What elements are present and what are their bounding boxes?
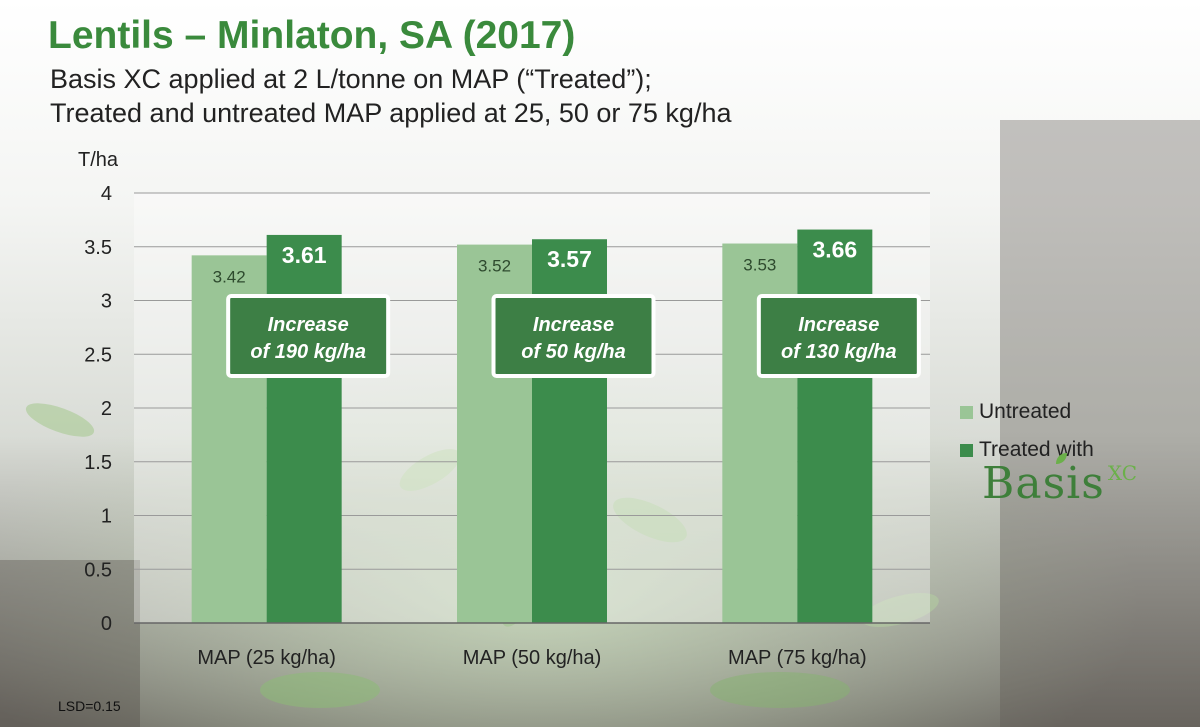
y-tick-label: 2.5: [84, 344, 112, 366]
increase-callout-line1: Increase: [798, 314, 879, 336]
x-category-label: MAP (75 kg/ha): [728, 647, 867, 669]
increase-callout-line2: of 130 kg/ha: [781, 341, 897, 363]
data-label-untreated: 3.52: [478, 257, 511, 276]
y-tick-label: 4: [101, 183, 112, 205]
y-tick-label: 0: [101, 613, 112, 635]
bar-treated: [266, 234, 342, 624]
x-category-label: MAP (50 kg/ha): [463, 647, 602, 669]
legend-swatch-untreated: [960, 405, 973, 419]
legend-label-untreated: Untreated: [979, 400, 1072, 423]
y-tick-label: 3: [101, 291, 112, 313]
y-tick-label: 1.5: [84, 452, 112, 474]
data-label-untreated: 3.42: [213, 267, 246, 286]
increase-callout-box: [756, 294, 921, 378]
y-tick-label: 0.5: [84, 559, 112, 581]
subtitle-line-1: Basis XC applied at 2 L/tonne on MAP (“T…: [50, 64, 652, 94]
y-axis-label: T/ha: [78, 149, 119, 171]
y-tick-label: 3.5: [84, 237, 112, 259]
data-label-treated: 3.61: [282, 242, 327, 268]
increase-callout-line1: Increase: [268, 314, 349, 336]
y-tick-label: 2: [101, 398, 112, 420]
data-label-treated: 3.57: [547, 246, 592, 272]
basis-xc-logo: Basis XC: [982, 453, 1138, 509]
x-category-label: MAP (25 kg/ha): [197, 647, 336, 669]
increase-callout-line1: Increase: [533, 314, 614, 336]
legend-item-untreated: Untreated: [960, 393, 1094, 431]
legend-swatch-treated: [960, 443, 973, 457]
logo-text: Basis: [982, 458, 1105, 509]
data-label-untreated: 3.53: [743, 256, 776, 275]
increase-callout-box: [226, 294, 391, 378]
page-title: Lentils – Minlaton, SA (2017): [48, 14, 576, 57]
data-label-treated: 3.66: [812, 237, 857, 263]
lsd-footnote: LSD=0.15: [58, 698, 121, 714]
increase-callout-line2: of 50 kg/ha: [521, 341, 625, 363]
subtitle-line-2: Treated and untreated MAP applied at 25,…: [50, 98, 732, 128]
logo-subscript: XC: [1107, 461, 1138, 485]
y-tick-label: 1: [101, 506, 112, 528]
bar-treated: [797, 229, 873, 624]
leaf-icon: [1056, 453, 1067, 464]
increase-callout-line2: of 190 kg/ha: [250, 341, 366, 363]
increase-callout-box: [491, 294, 656, 378]
legend: Untreated Treated with: [960, 393, 1094, 469]
